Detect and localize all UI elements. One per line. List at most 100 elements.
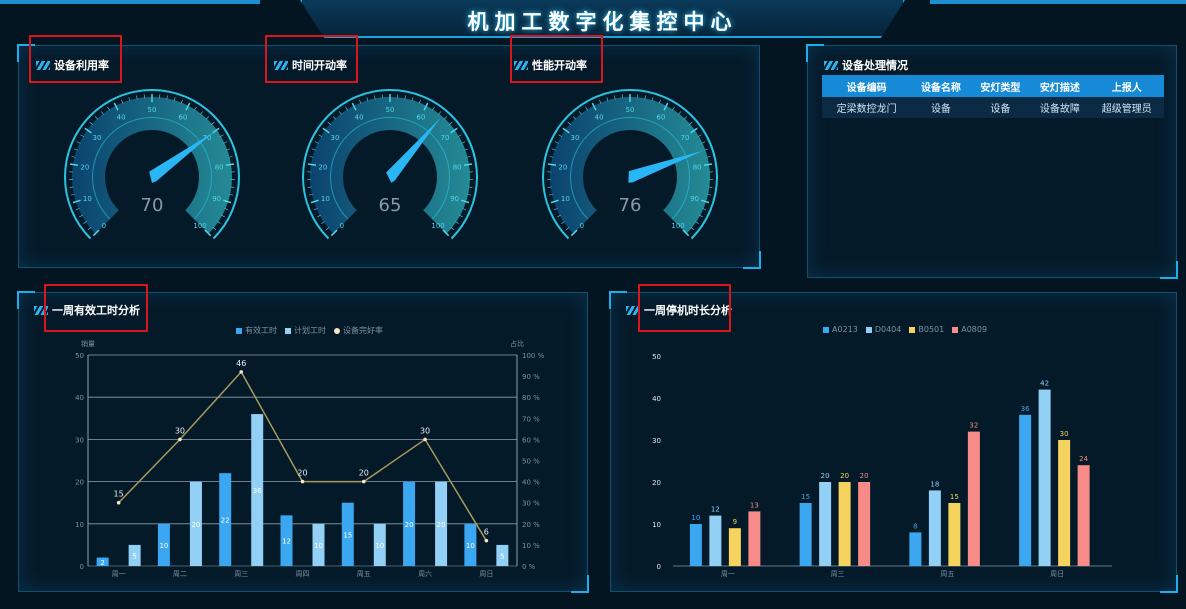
gauge-tick-label: 70: [441, 134, 450, 142]
gauge-tick: [561, 221, 565, 224]
y-tick-label: 0: [80, 563, 84, 571]
highlight-box: [29, 35, 122, 83]
gauge-needle: [386, 117, 441, 183]
legend-item[interactable]: 计划工时: [285, 325, 326, 336]
gauge-tick: [682, 229, 690, 237]
y-tick-label: 30: [652, 437, 661, 445]
gauge-tick: [185, 102, 191, 111]
bar-label: 10: [691, 514, 700, 522]
chart1-title: 一周有效工时分析: [34, 302, 140, 318]
legend-item[interactable]: A0213: [823, 325, 858, 334]
gauge-tick: [707, 193, 712, 196]
gauge-tick: [697, 134, 702, 138]
gauge-tick: [89, 121, 93, 125]
gauge-tick-label: 30: [93, 134, 102, 142]
gauge-tick-label: 0: [102, 222, 106, 230]
y-tick-label: 20: [652, 479, 661, 487]
header-decor-left: [0, 0, 260, 4]
line-label: 20: [297, 469, 307, 478]
highlight-box: [265, 35, 358, 83]
gauge-value: 76: [619, 195, 642, 216]
gauge-tick: [549, 156, 554, 158]
table-row[interactable]: 定梁数控龙门 设备 设备 设备故障 超级管理员: [822, 97, 1164, 118]
gauge-tick: [701, 199, 710, 204]
bar: [312, 523, 325, 566]
gauge-tick-label: 90: [690, 195, 699, 203]
gauge-tick: [606, 97, 609, 102]
line-point: [300, 479, 305, 484]
gauge-tick: [229, 193, 234, 196]
gauge-tick: [690, 127, 698, 134]
gauge-tick: [651, 97, 654, 102]
gauge-tick-label: 50: [386, 106, 395, 114]
bar: [403, 481, 416, 566]
gauge-needle: [628, 150, 704, 183]
gauge-tick: [351, 102, 357, 111]
gauge-tick-label: 80: [215, 163, 224, 171]
gauge-tick: [701, 141, 706, 144]
legend-item[interactable]: D0404: [865, 325, 901, 334]
gauge-tick: [450, 127, 458, 134]
gauge-tick: [423, 102, 429, 111]
gauge-tick-label: 40: [595, 113, 604, 121]
downtime-chart: 0 10 20 30 40 50 周一 10 12 9 13 周三 15 20 20 20 周五 8 18 15 32 周…: [652, 353, 1112, 578]
legend-item[interactable]: 设备完好率: [334, 325, 383, 336]
gauge-tick: [166, 95, 168, 100]
gauge-tick: [658, 99, 661, 104]
gauge-tick: [443, 116, 448, 120]
gauge-tick: [308, 193, 313, 196]
bar-label: 10: [375, 542, 384, 550]
gauge-tick: [330, 229, 338, 237]
legend-item[interactable]: 有效工时: [236, 325, 277, 336]
bar: [128, 544, 141, 566]
gauge-tick-label: 10: [83, 195, 92, 203]
x-tick-label: 周一: [112, 570, 126, 578]
y-axis-label: 销量: [81, 339, 95, 348]
bar-label: 20: [821, 472, 830, 480]
gauge-tick: [128, 97, 131, 102]
gauge-tick-label: 40: [355, 113, 364, 121]
gauge-tick-label: 20: [558, 163, 567, 171]
gauge-tick: [565, 227, 570, 231]
gauge-tick: [411, 97, 414, 102]
gauge-tick: [591, 102, 597, 111]
chart1-legend: 有效工时 计划工时 设备完好率: [236, 325, 383, 336]
slash-icon: [514, 60, 528, 70]
gauge-tick: [706, 156, 711, 158]
gauge-tick-label: 80: [453, 163, 462, 171]
y2-tick-label: 10 %: [522, 542, 540, 550]
gauge-tick: [463, 163, 473, 167]
y-tick-label: 10: [75, 521, 84, 529]
gauge-tick: [80, 134, 85, 138]
cell: 定梁数控龙门: [822, 97, 912, 118]
gauge-tick: [223, 199, 232, 204]
legend-item[interactable]: A0809: [952, 325, 987, 334]
bar: [1038, 389, 1051, 566]
gauge-tick: [314, 141, 319, 144]
gauge-tick: [704, 148, 709, 151]
gauge-tick: [695, 221, 699, 224]
gauge-tick-label: 100: [431, 222, 444, 230]
line-label: 20: [359, 469, 369, 478]
x-tick-label: 周日: [1050, 570, 1064, 578]
legend-item[interactable]: B0501: [909, 325, 944, 334]
bar: [157, 523, 170, 566]
gauge-tick: [442, 229, 450, 237]
gauge-tick: [455, 221, 459, 224]
gauge-tick: [572, 116, 577, 120]
gauge-tick-label: 90: [450, 195, 459, 203]
y2-tick-label: 50 %: [522, 458, 540, 466]
gauge-tick: [599, 99, 602, 104]
bar-label: 10: [466, 542, 475, 550]
cell: 设备故障: [1030, 97, 1090, 118]
gauge-tick: [307, 163, 317, 167]
gauge-tick: [614, 95, 616, 100]
bar-label: 5: [132, 552, 136, 560]
gauge-tick-label: 60: [178, 113, 187, 121]
page-title: 机加工数字化集控中心: [467, 10, 738, 34]
line-point: [484, 538, 489, 543]
gauge-tick: [467, 193, 472, 196]
bar: [928, 490, 941, 566]
gauge-tick: [310, 199, 319, 204]
highlight-box: [44, 284, 148, 332]
